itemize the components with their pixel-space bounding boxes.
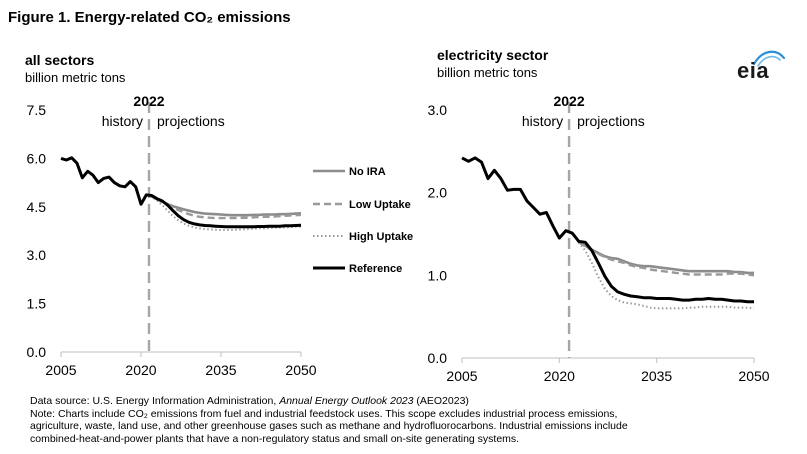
figure-title: Figure 1. Energy-related CO₂ emissions	[8, 9, 291, 26]
y-tick-label: 1.5	[27, 296, 47, 312]
divider-year-label: 2022	[553, 93, 584, 109]
legend-label-no-ira: No IRA	[349, 166, 386, 178]
series-line-reference	[461, 156, 754, 304]
projections-label: projections	[157, 113, 225, 129]
x-tick-label: 2005	[446, 368, 477, 384]
x-tick-label: 2035	[641, 368, 672, 384]
x-tick-label: 2020	[544, 368, 575, 384]
x-tick-label: 2050	[285, 362, 316, 378]
y-tick-label: 6.0	[27, 150, 47, 166]
x-tick-label: 2005	[45, 362, 76, 378]
panel-title: all sectors	[25, 52, 94, 68]
source-prefix: Data source: U.S. Energy Information Adm…	[30, 395, 280, 407]
series-line-reference	[60, 156, 302, 229]
note-line: agriculture, waste, land use, and other …	[30, 420, 628, 432]
y-axis-unit-label: billion metric tons	[25, 70, 126, 85]
history-label: history	[522, 113, 563, 129]
y-tick-label: 3.0	[27, 247, 47, 263]
y-tick-label: 1.0	[428, 267, 448, 283]
projections-label: projections	[577, 113, 645, 129]
legend-label-low-uptake: Low Uptake	[349, 199, 411, 211]
panel-title: electricity sector	[437, 47, 549, 63]
source-suffix: (AEO2023)	[413, 395, 469, 407]
legend-label-high-uptake: High Uptake	[349, 231, 413, 243]
note-line: Note: Charts include CO₂ emissions from …	[30, 407, 618, 420]
x-tick-label: 2020	[125, 362, 156, 378]
legend-label-reference: Reference	[349, 263, 402, 275]
series-line-high-uptake	[145, 193, 301, 231]
eia-logo-text: eia	[737, 58, 770, 83]
y-tick-label: 0.0	[428, 350, 448, 366]
panel-all-sectors: all sectors billion metric tons 0.0 1.5 3.0 4…	[25, 52, 317, 378]
x-tick-label: 2050	[738, 368, 769, 384]
series-line-high-uptake	[578, 241, 755, 310]
series-line-no-ira	[578, 241, 754, 275]
note-line: combined-heat-and-power plants that have…	[30, 432, 520, 445]
y-tick-label: 7.5	[27, 102, 47, 118]
y-tick-label: 0.0	[27, 344, 47, 360]
source-title: Annual Energy Outlook 2023	[279, 395, 414, 407]
y-tick-label: 3.0	[428, 102, 448, 118]
y-axis-unit-label: billion metric tons	[437, 65, 538, 80]
notes-block: Data source: U.S. Energy Information Adm…	[30, 395, 770, 445]
eia-logo-icon	[752, 50, 786, 67]
series-line-no-ira	[145, 193, 302, 217]
series-line-low-uptake	[145, 193, 302, 220]
x-tick-label: 2035	[205, 362, 236, 378]
series-line-low-uptake	[578, 241, 755, 277]
legend: No IRA Low Uptake High Uptake Reference	[313, 166, 413, 275]
source-line: Data source: U.S. Energy Information Adm…	[30, 395, 770, 408]
history-label: history	[102, 113, 143, 129]
divider-year-label: 2022	[133, 93, 164, 109]
y-tick-label: 4.5	[27, 199, 47, 215]
y-tick-label: 2.0	[428, 185, 448, 201]
panel-electricity-sector: electricity sector billion metric tons 0.0…	[428, 47, 770, 384]
